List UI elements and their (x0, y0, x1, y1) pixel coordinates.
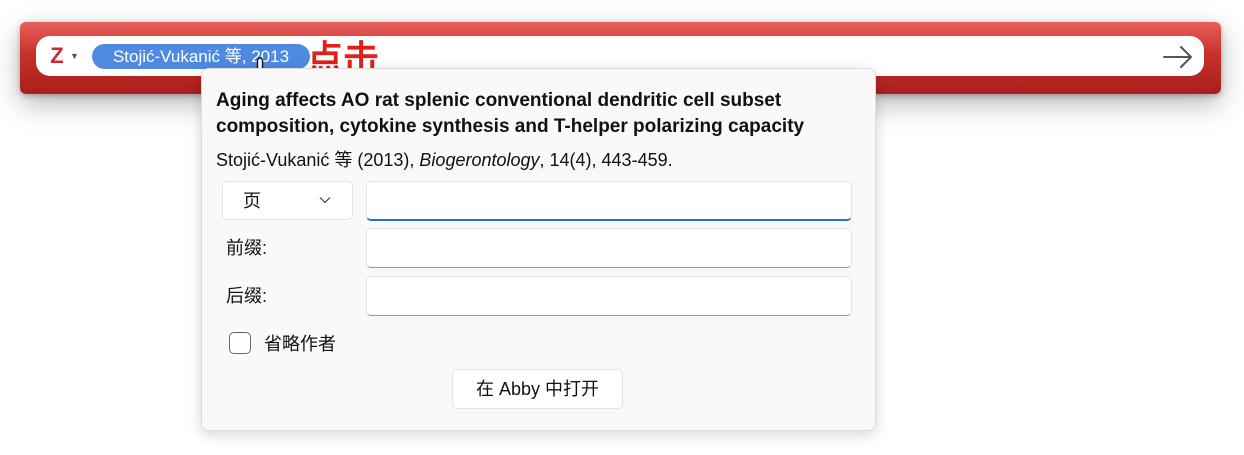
locator-type-select[interactable]: 页 (222, 181, 353, 220)
item-citation: Stojić-Vukanić 等 (2013), Biogerontology,… (216, 147, 866, 173)
citation-authors-year: Stojić-Vukanić 等 (2013), (216, 150, 420, 170)
zotero-logo-icon[interactable]: Z (50, 43, 64, 68)
prefix-label: 前缀: (226, 238, 268, 258)
chevron-down-icon[interactable]: ▼ (70, 51, 79, 61)
prefix-input[interactable] (367, 229, 851, 267)
citation-bubble[interactable]: Stojić-Vukanić 等, 2013 (92, 44, 310, 69)
locator-type-value: 页 (243, 191, 261, 211)
chevron-down-icon (319, 197, 331, 204)
open-in-app-button[interactable]: 在 Abby 中打开 (452, 369, 623, 409)
prefix-field[interactable] (366, 228, 852, 268)
omit-author-checkbox[interactable] (229, 332, 251, 354)
arrow-right-icon[interactable] (1161, 44, 1195, 70)
citation-details: , 14(4), 443-459. (539, 150, 673, 170)
item-title: Aging affects AO rat splenic conventiona… (216, 90, 805, 137)
suffix-input[interactable] (367, 277, 851, 315)
locator-field[interactable] (366, 181, 852, 221)
suffix-field[interactable] (366, 276, 852, 316)
suffix-label: 后缀: (226, 286, 268, 306)
omit-author-label[interactable]: 省略作者 (264, 334, 336, 354)
locator-input[interactable] (367, 182, 851, 219)
citation-journal: Biogerontology (419, 150, 540, 170)
